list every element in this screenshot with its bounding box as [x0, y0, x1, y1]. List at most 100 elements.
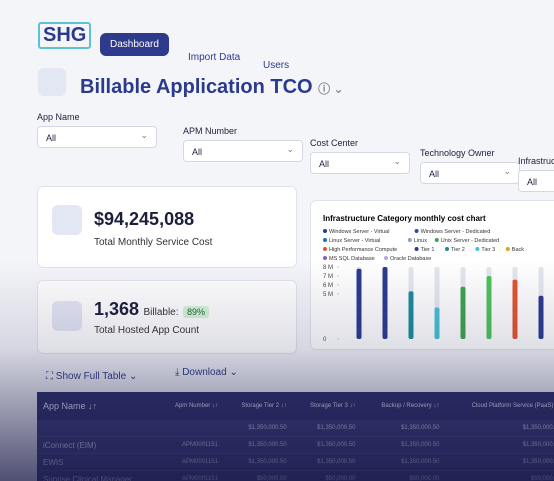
table-cell	[37, 420, 158, 437]
filter-value: All	[192, 147, 203, 157]
bar	[460, 286, 466, 339]
title-icon	[38, 68, 66, 96]
table-cell: $1,350,000.50	[223, 453, 293, 471]
chart: Infrastructure Category monthly cost cha…	[323, 214, 544, 343]
legend-label: Unix Server - Dedicated	[441, 238, 499, 244]
y-tick-label: 0	[323, 337, 327, 343]
legend-label: Back	[512, 247, 524, 253]
table-cell: $1,350,000.50	[292, 453, 362, 471]
table-cell: $1,350,000.50	[292, 420, 362, 437]
legend-label: Windows Server - Virtual	[329, 229, 389, 235]
legend-label: High Performance Compute	[329, 247, 397, 253]
table-cell: APM0001151	[158, 453, 224, 471]
legend-dot	[505, 247, 510, 251]
card-icon	[52, 301, 82, 331]
legend-label: Windows Server - Dedicated	[421, 229, 491, 235]
legend-dot	[323, 238, 327, 242]
table-cell: $50,000.00	[361, 470, 446, 481]
card-extra: Billable:	[143, 307, 179, 318]
filter-value: All	[46, 133, 57, 143]
table-cell: $1,350,000.50	[223, 436, 293, 454]
column-header: App Name ↓↑	[37, 392, 158, 420]
legend-label: Linux	[414, 238, 427, 244]
table-cell: $50,000.00	[223, 470, 293, 481]
nav-users[interactable]: Users	[263, 60, 290, 71]
filter-select[interactable]: All	[37, 124, 157, 148]
table-cell: $1,350,000.50	[361, 420, 446, 437]
table-cell: $1,350,000.50	[361, 436, 446, 454]
table-cell: $50,000.00	[445, 470, 554, 481]
y-tick-label: 8 M	[323, 265, 333, 271]
table-row: Sunrise Clinical Manager APM0001151 $50,00…	[37, 470, 554, 481]
table-row: iConnect (EIM) APM0001151 $1,350,000.50 $1,…	[37, 436, 554, 454]
y-tick-label: 6 M	[323, 283, 333, 289]
logo: SHG	[38, 22, 92, 49]
legend-label: Oracle Database	[390, 256, 431, 262]
chart-panel: Infrastructure Category monthly cost cha…	[310, 200, 554, 350]
card-badge: 89%	[182, 306, 209, 318]
legend-label: Tier 1	[421, 247, 435, 253]
legend-label: MS SQL Database	[329, 256, 375, 262]
toolbar-text: Show Full Table	[55, 371, 127, 382]
filter-value: All	[429, 169, 440, 179]
y-tick-label: 5 M	[323, 292, 333, 298]
card-value: $94,245,088	[94, 209, 195, 229]
legend-dot	[407, 238, 412, 242]
filter-label: APM Number	[183, 126, 238, 136]
bar	[512, 279, 518, 339]
table-cell: $1,350,000.50	[223, 420, 293, 437]
table-cell	[158, 420, 224, 437]
show-table-button[interactable]: ⛶ Show Full Table ⌄	[46, 371, 138, 382]
table-cell: $1,350,000.50	[445, 436, 554, 454]
table-cell: APM0001151	[158, 470, 224, 481]
table-cell: $1,350,000.50	[361, 453, 446, 471]
table-cell: APM0001151	[158, 436, 224, 454]
table-header: App Name ↓↑ Apm Number ↓↑ Storage Tier 2 ↓…	[37, 392, 554, 420]
card-label: Total Monthly Service Cost	[94, 237, 213, 248]
table-cell: $1,350,000.50	[445, 420, 554, 437]
legend-dot	[434, 238, 439, 242]
filter-label: Technology Owner	[420, 148, 495, 158]
table-cell: Sunrise Clinical Manager	[37, 470, 158, 481]
filter-label: Infrastructure	[518, 156, 554, 166]
card-icon	[52, 205, 82, 235]
filter-label: Cost Center	[310, 138, 359, 148]
filter-select[interactable]: All	[420, 160, 520, 184]
chart-title: Infrastructure Category monthly cost cha…	[323, 214, 486, 223]
legend-dot	[475, 247, 480, 251]
legend-dot	[323, 256, 327, 260]
table-body: $1,350,000.50 $1,350,000.50 $1,350,000.50 $…	[37, 420, 554, 481]
bar	[434, 307, 440, 339]
filter-select[interactable]: All	[183, 138, 303, 162]
filter-select[interactable]: All	[518, 170, 554, 192]
bar	[356, 268, 362, 339]
filter-select[interactable]: All	[310, 150, 410, 174]
card-value: 1,368	[94, 299, 140, 319]
data-table: App Name ↓↑ Apm Number ↓↑ Storage Tier 2 ↓…	[37, 392, 554, 481]
card-value-row: 1,368 Billable: 89%	[94, 299, 209, 320]
download-button[interactable]: ⤓ Download ⌄	[175, 367, 238, 378]
column-header: Storage Tier 2 ↓↑	[223, 392, 293, 420]
page-title: Billable Application TCO ⓘ ⌄	[80, 76, 344, 98]
count-card: 1,368 Billable: 89% Total Hosted App Cou…	[37, 280, 297, 354]
table-cell: iConnect (EIM)	[37, 436, 158, 454]
legend-label: Linux Server - Virtual	[329, 238, 380, 244]
table-row: EWIS APM0001151 $1,350,000.50 $1,350,000.50…	[37, 453, 554, 471]
legend-dot	[445, 247, 449, 251]
filter-label: App Name	[37, 112, 80, 122]
bar	[382, 267, 388, 339]
nav-import[interactable]: Import Data	[188, 52, 241, 63]
bar	[486, 276, 492, 339]
filter-value: All	[319, 159, 330, 169]
column-header: Storage Tier 3 ↓↑	[292, 392, 362, 420]
table-cell: $50,000.00	[292, 470, 362, 481]
legend-dot	[384, 256, 388, 260]
bar	[538, 295, 544, 339]
column-header: Cloud Platform Service (PaaS) ↓↑	[445, 392, 554, 420]
legend-dot	[414, 229, 419, 233]
table-cell: EWIS	[37, 453, 158, 471]
title-text: Billable Application TCO	[80, 76, 313, 98]
nav-dashboard[interactable]: Dashboard	[100, 33, 169, 56]
card-label: Total Hosted App Count	[94, 325, 200, 336]
